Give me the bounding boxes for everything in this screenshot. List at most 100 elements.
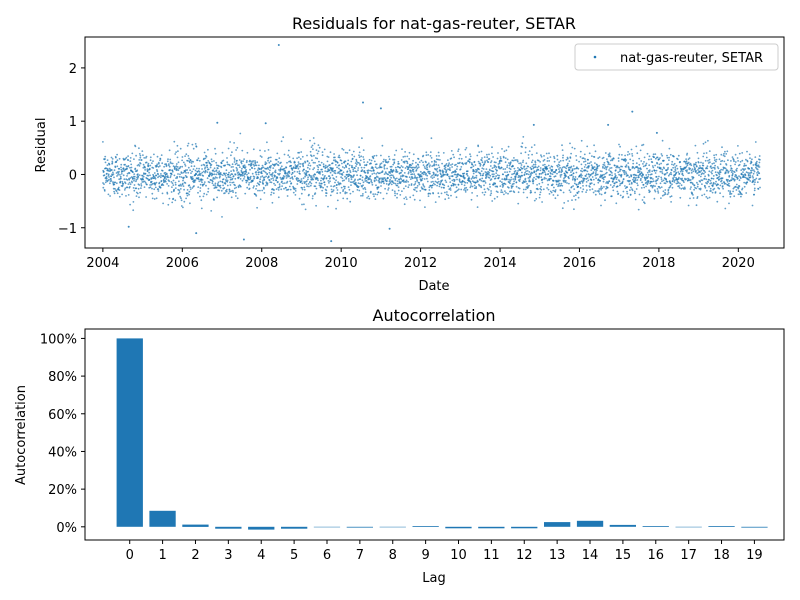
residual-point	[652, 166, 655, 169]
x-tick-label: 19	[746, 548, 763, 563]
residual-point	[596, 165, 599, 168]
residual-point	[733, 178, 736, 181]
residual-point	[377, 191, 380, 194]
residual-point	[216, 183, 219, 185]
residual-point	[563, 179, 566, 182]
residual-point	[110, 178, 112, 181]
residual-point	[370, 190, 372, 193]
residual-point	[730, 192, 733, 195]
residual-point	[374, 198, 377, 201]
residual-point	[747, 172, 749, 174]
residual-point	[602, 167, 604, 169]
residual-point	[508, 178, 510, 181]
residual-point	[543, 163, 546, 166]
residual-point	[111, 160, 114, 163]
residual-point	[653, 156, 655, 159]
residual-point	[286, 195, 289, 197]
residual-point	[362, 158, 365, 161]
residual-point	[303, 182, 306, 185]
residual-point	[600, 188, 602, 191]
residual-point	[725, 172, 727, 174]
residual-point	[463, 189, 465, 191]
residual-point	[318, 182, 321, 185]
residual-point	[280, 168, 282, 171]
residual-point	[739, 177, 742, 180]
autocorrelation-bar	[445, 526, 472, 529]
residual-point	[484, 191, 487, 194]
residual-point	[569, 157, 572, 159]
residual-point	[379, 192, 382, 194]
residual-point	[394, 166, 397, 169]
residual-point	[667, 191, 670, 194]
residual-point	[139, 191, 142, 194]
residual-point	[338, 154, 341, 157]
residual-point	[283, 167, 286, 170]
residual-point	[651, 161, 654, 164]
residual-point	[594, 193, 597, 196]
residual-point	[404, 167, 407, 169]
residual-point	[694, 144, 697, 147]
residual-point	[690, 164, 693, 167]
residual-point	[414, 186, 417, 189]
residual-point	[367, 171, 369, 174]
residual-point	[135, 178, 138, 181]
residual-point	[334, 164, 337, 166]
residual-point	[296, 157, 298, 160]
residual-point	[179, 188, 182, 190]
residual-point	[521, 171, 523, 174]
residual-point	[263, 188, 265, 190]
residual-point	[711, 162, 714, 165]
residual-point	[667, 163, 669, 166]
residual-point	[573, 147, 576, 150]
residual-point	[130, 166, 133, 169]
residual-point	[697, 169, 699, 171]
residual-point	[743, 185, 746, 188]
residual-point	[350, 184, 352, 187]
residual-point	[625, 172, 628, 175]
residual-point	[548, 152, 550, 155]
residual-point	[465, 186, 468, 189]
residual-point	[341, 180, 344, 182]
residual-point	[751, 169, 754, 172]
residual-point	[197, 186, 200, 189]
residual-point	[577, 190, 580, 193]
residual-point	[422, 184, 425, 187]
residual-point	[659, 182, 662, 185]
residual-point	[522, 191, 525, 194]
residual-point	[304, 161, 307, 164]
residual-point	[714, 171, 717, 174]
residual-point	[195, 145, 198, 148]
residual-point	[363, 166, 366, 169]
residual-point	[216, 171, 219, 174]
residual-point	[491, 173, 494, 176]
residual-point	[701, 194, 703, 197]
residual-point	[594, 162, 596, 165]
residual-point	[197, 157, 200, 160]
residual-point	[189, 186, 192, 189]
x-tick-label: 2012	[404, 256, 437, 271]
residual-point	[397, 166, 400, 168]
residual-point	[231, 173, 234, 176]
residual-point	[338, 156, 341, 159]
residual-point	[329, 164, 331, 166]
residual-point	[329, 194, 332, 197]
residual-point	[471, 163, 474, 166]
residual-point	[489, 186, 491, 188]
residual-point	[153, 153, 155, 156]
residual-point	[657, 190, 659, 193]
residual-point	[183, 176, 185, 179]
residual-point	[126, 168, 128, 170]
residual-point	[728, 174, 731, 177]
residual-point	[738, 175, 740, 178]
residual-point	[604, 191, 607, 194]
residual-point	[108, 176, 110, 178]
residual-point	[204, 157, 207, 160]
residual-point	[484, 160, 486, 163]
residual-point	[686, 169, 688, 172]
residual-point	[303, 186, 306, 189]
residual-point	[397, 182, 399, 185]
residual-point	[446, 191, 448, 193]
residual-point	[586, 145, 589, 148]
residual-point	[133, 175, 136, 178]
autocorrelation-bar	[576, 520, 604, 527]
